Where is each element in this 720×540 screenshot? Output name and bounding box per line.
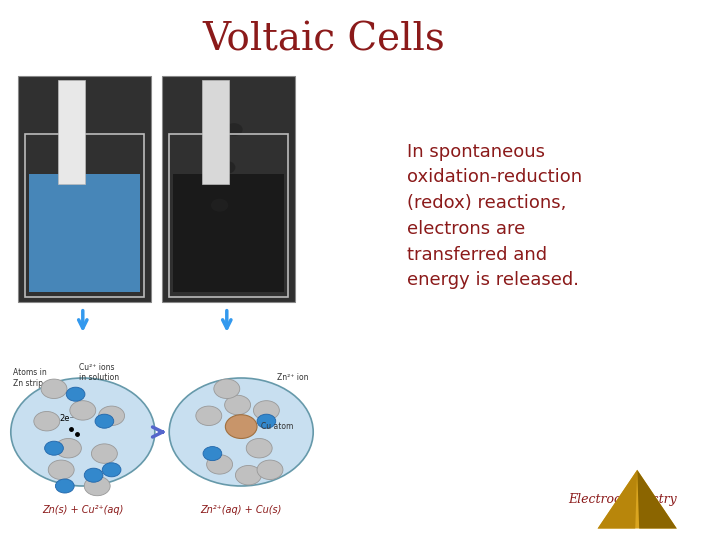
Polygon shape <box>598 470 677 529</box>
Circle shape <box>203 447 222 461</box>
Circle shape <box>41 379 67 399</box>
FancyBboxPatch shape <box>58 80 85 185</box>
Text: Cu atom: Cu atom <box>261 422 294 431</box>
FancyBboxPatch shape <box>202 80 229 185</box>
FancyBboxPatch shape <box>18 76 151 302</box>
Circle shape <box>207 455 233 474</box>
Circle shape <box>196 406 222 426</box>
Polygon shape <box>598 470 637 529</box>
Circle shape <box>11 378 155 486</box>
Text: Voltaic Cells: Voltaic Cells <box>202 22 446 59</box>
Circle shape <box>70 401 96 420</box>
Circle shape <box>48 460 74 480</box>
Circle shape <box>91 444 117 463</box>
Circle shape <box>84 468 103 482</box>
Circle shape <box>225 415 257 438</box>
Circle shape <box>99 406 125 426</box>
Circle shape <box>253 401 279 420</box>
Circle shape <box>225 395 251 415</box>
Circle shape <box>84 476 110 496</box>
Circle shape <box>204 134 221 147</box>
Circle shape <box>235 465 261 485</box>
Circle shape <box>55 438 81 458</box>
Circle shape <box>169 378 313 486</box>
Circle shape <box>66 387 85 401</box>
Circle shape <box>225 123 243 136</box>
FancyBboxPatch shape <box>162 76 295 302</box>
Text: Zn²⁺(aq) + Cu(s): Zn²⁺(aq) + Cu(s) <box>200 505 282 515</box>
FancyBboxPatch shape <box>173 174 284 292</box>
Circle shape <box>55 479 74 493</box>
Text: 2e⁻: 2e⁻ <box>60 414 74 423</box>
Circle shape <box>211 199 228 212</box>
FancyBboxPatch shape <box>29 174 140 292</box>
Circle shape <box>257 460 283 480</box>
Text: Electrochemistry: Electrochemistry <box>568 493 678 506</box>
Text: Atoms in
Zn strip: Atoms in Zn strip <box>13 368 47 388</box>
Circle shape <box>34 411 60 431</box>
Text: Cu²⁺ ions
in solution: Cu²⁺ ions in solution <box>79 363 120 382</box>
Circle shape <box>102 463 121 477</box>
Polygon shape <box>637 470 677 529</box>
Circle shape <box>45 441 63 455</box>
Circle shape <box>246 438 272 458</box>
Circle shape <box>257 414 276 428</box>
Circle shape <box>95 414 114 428</box>
Text: In spontaneous
oxidation-reduction
(redox) reactions,
electrons are
transferred : In spontaneous oxidation-reduction (redo… <box>407 143 582 289</box>
Circle shape <box>214 379 240 399</box>
Text: Zn²⁺ ion: Zn²⁺ ion <box>277 374 309 382</box>
Circle shape <box>218 161 235 174</box>
Text: Zn(s) + Cu²⁺(aq): Zn(s) + Cu²⁺(aq) <box>42 505 124 515</box>
